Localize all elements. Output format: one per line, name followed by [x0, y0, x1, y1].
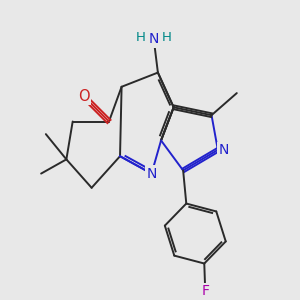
Text: O: O	[78, 89, 89, 104]
Text: N: N	[148, 32, 159, 46]
Text: F: F	[201, 284, 209, 298]
Text: N: N	[146, 167, 157, 181]
Text: H: H	[161, 32, 171, 44]
Text: N: N	[218, 143, 229, 157]
Text: H: H	[136, 32, 146, 44]
